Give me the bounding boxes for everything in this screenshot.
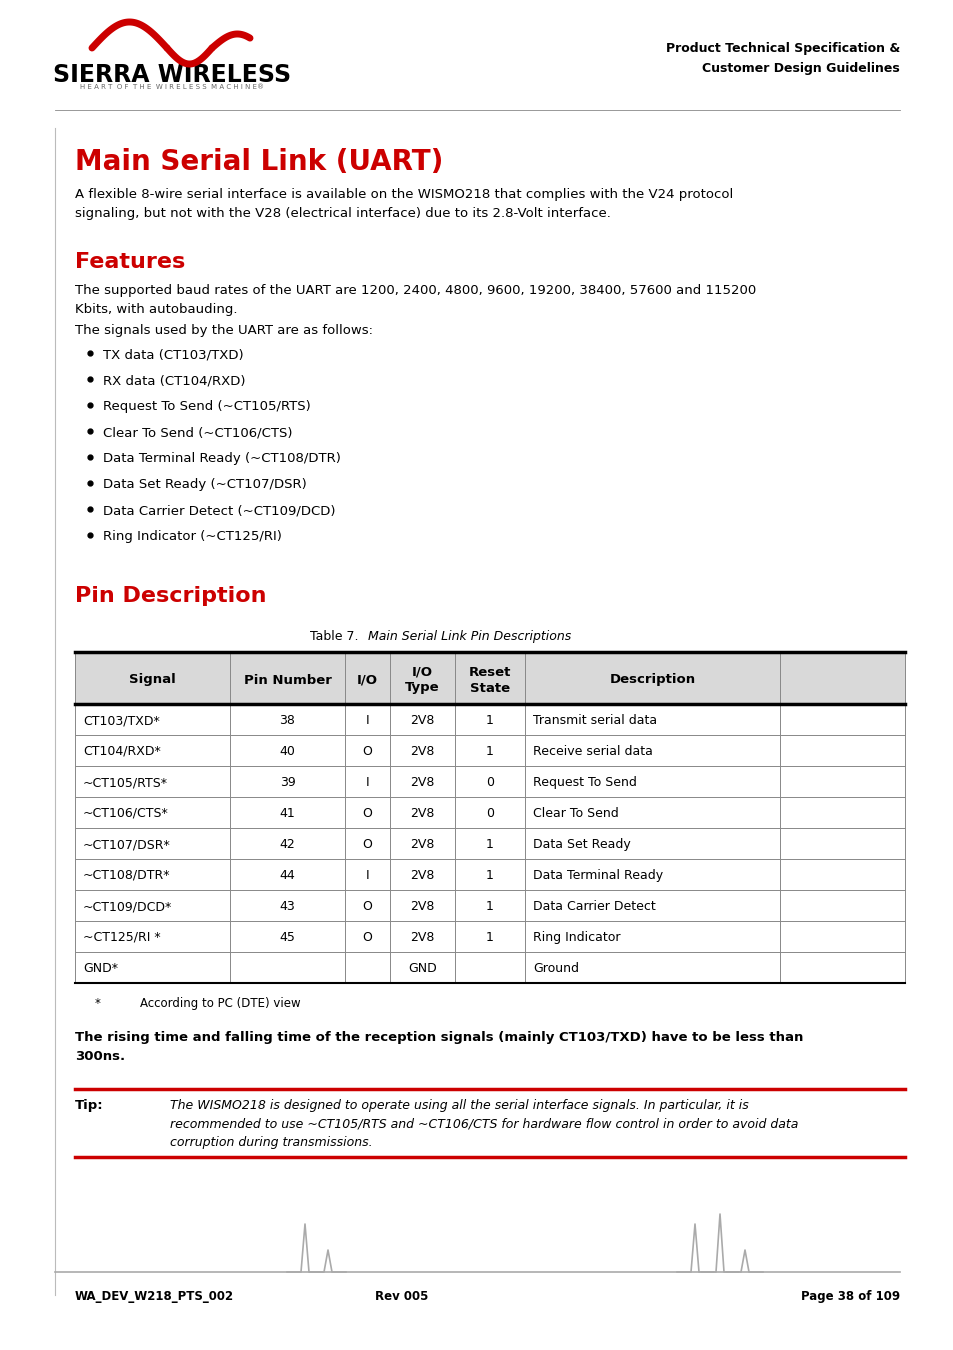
- Text: I: I: [365, 869, 369, 882]
- Text: 41: 41: [279, 807, 295, 819]
- Text: 43: 43: [279, 900, 295, 913]
- Text: 44: 44: [279, 869, 295, 882]
- Text: Transmit serial data: Transmit serial data: [533, 714, 657, 728]
- Text: Tip:: Tip:: [75, 1099, 104, 1112]
- Text: Signal: Signal: [129, 674, 175, 687]
- Text: I: I: [365, 776, 369, 788]
- Text: *: *: [95, 998, 101, 1010]
- Text: 0: 0: [485, 776, 494, 788]
- Text: 2V8: 2V8: [410, 900, 435, 913]
- Bar: [75, 828, 904, 859]
- Text: 2V8: 2V8: [410, 869, 435, 882]
- Text: Clear To Send: Clear To Send: [533, 807, 618, 819]
- Text: Features: Features: [75, 252, 185, 271]
- Text: The signals used by the UART are as follows:: The signals used by the UART are as foll…: [75, 324, 373, 338]
- Bar: [75, 796, 904, 828]
- Text: 42: 42: [279, 838, 295, 850]
- Text: Ground: Ground: [533, 963, 578, 975]
- Text: Reset
State: Reset State: [468, 666, 511, 694]
- Text: Data Terminal Ready: Data Terminal Ready: [533, 869, 662, 882]
- Text: Request To Send: Request To Send: [533, 776, 637, 788]
- Text: WA_DEV_W218_PTS_002: WA_DEV_W218_PTS_002: [75, 1291, 233, 1303]
- Bar: [75, 652, 904, 703]
- Text: ~CT106/CTS*: ~CT106/CTS*: [83, 807, 169, 819]
- Text: Data Terminal Ready (~CT108/DTR): Data Terminal Ready (~CT108/DTR): [103, 452, 340, 464]
- Text: O: O: [362, 838, 372, 850]
- Text: 39: 39: [279, 776, 295, 788]
- Text: 45: 45: [279, 931, 295, 944]
- Text: 2V8: 2V8: [410, 807, 435, 819]
- Text: 1: 1: [485, 838, 494, 850]
- Text: Ring Indicator: Ring Indicator: [533, 931, 619, 944]
- Bar: [75, 952, 904, 983]
- Bar: [75, 921, 904, 952]
- Text: Data Set Ready (~CT107/DSR): Data Set Ready (~CT107/DSR): [103, 478, 307, 491]
- Text: Ring Indicator (~CT125/RI): Ring Indicator (~CT125/RI): [103, 531, 281, 543]
- Bar: [75, 734, 904, 765]
- Text: ~CT108/DTR*: ~CT108/DTR*: [83, 869, 171, 882]
- Text: CT104/RXD*: CT104/RXD*: [83, 745, 161, 757]
- Text: Table 7.: Table 7.: [310, 630, 358, 643]
- Text: Description: Description: [609, 674, 695, 687]
- Text: H E A R T  O F  T H E  W I R E L E S S  M A C H I N E®: H E A R T O F T H E W I R E L E S S M A …: [80, 84, 264, 90]
- Text: A flexible 8-wire serial interface is available on the WISMO218 that complies wi: A flexible 8-wire serial interface is av…: [75, 188, 733, 220]
- Text: The supported baud rates of the UART are 1200, 2400, 4800, 9600, 19200, 38400, 5: The supported baud rates of the UART are…: [75, 284, 756, 316]
- Text: O: O: [362, 931, 372, 944]
- Text: Main Serial Link Pin Descriptions: Main Serial Link Pin Descriptions: [352, 630, 571, 643]
- Text: I: I: [365, 714, 369, 728]
- Text: Rev 005: Rev 005: [375, 1291, 428, 1303]
- Text: RX data (CT104/RXD): RX data (CT104/RXD): [103, 374, 245, 387]
- Text: Pin Description: Pin Description: [75, 586, 266, 606]
- Bar: [75, 765, 904, 796]
- Text: Receive serial data: Receive serial data: [533, 745, 652, 757]
- Text: Data Carrier Detect: Data Carrier Detect: [533, 900, 655, 913]
- Text: O: O: [362, 900, 372, 913]
- Text: ~CT125/RI *: ~CT125/RI *: [83, 931, 160, 944]
- Bar: [75, 703, 904, 734]
- Bar: [75, 890, 904, 921]
- Text: O: O: [362, 745, 372, 757]
- Text: 0: 0: [485, 807, 494, 819]
- Text: GND*: GND*: [83, 963, 118, 975]
- Text: TX data (CT103/TXD): TX data (CT103/TXD): [103, 348, 243, 360]
- Text: 1: 1: [485, 869, 494, 882]
- Text: Clear To Send (~CT106/CTS): Clear To Send (~CT106/CTS): [103, 427, 293, 439]
- Text: ~CT109/DCD*: ~CT109/DCD*: [83, 900, 172, 913]
- Text: Product Technical Specification &
Customer Design Guidelines: Product Technical Specification & Custom…: [665, 42, 899, 76]
- Text: 2V8: 2V8: [410, 838, 435, 850]
- Bar: [75, 859, 904, 890]
- Text: 2V8: 2V8: [410, 776, 435, 788]
- Text: According to PC (DTE) view: According to PC (DTE) view: [140, 998, 300, 1010]
- Text: GND: GND: [408, 963, 436, 975]
- Text: Data Set Ready: Data Set Ready: [533, 838, 630, 850]
- Text: ~CT107/DSR*: ~CT107/DSR*: [83, 838, 171, 850]
- Text: The WISMO218 is designed to operate using all the serial interface signals. In p: The WISMO218 is designed to operate usin…: [170, 1099, 798, 1149]
- Text: 2V8: 2V8: [410, 714, 435, 728]
- Text: 38: 38: [279, 714, 295, 728]
- Text: CT103/TXD*: CT103/TXD*: [83, 714, 159, 728]
- Text: 2V8: 2V8: [410, 745, 435, 757]
- Text: Main Serial Link (UART): Main Serial Link (UART): [75, 148, 443, 176]
- Text: Pin Number: Pin Number: [243, 674, 331, 687]
- Text: I/O: I/O: [356, 674, 377, 687]
- Text: Data Carrier Detect (~CT109/DCD): Data Carrier Detect (~CT109/DCD): [103, 504, 335, 517]
- Text: 1: 1: [485, 931, 494, 944]
- Text: Request To Send (~CT105/RTS): Request To Send (~CT105/RTS): [103, 400, 311, 413]
- Text: Page 38 of 109: Page 38 of 109: [800, 1291, 899, 1303]
- Text: 40: 40: [279, 745, 295, 757]
- Text: 1: 1: [485, 714, 494, 728]
- Text: ~CT105/RTS*: ~CT105/RTS*: [83, 776, 168, 788]
- Text: 1: 1: [485, 900, 494, 913]
- Text: SIERRA WIRELESS: SIERRA WIRELESS: [52, 63, 291, 86]
- Text: The rising time and falling time of the reception signals (mainly CT103/TXD) hav: The rising time and falling time of the …: [75, 1031, 802, 1062]
- Text: I/O
Type: I/O Type: [405, 666, 439, 694]
- Text: 1: 1: [485, 745, 494, 757]
- Text: O: O: [362, 807, 372, 819]
- Text: 2V8: 2V8: [410, 931, 435, 944]
